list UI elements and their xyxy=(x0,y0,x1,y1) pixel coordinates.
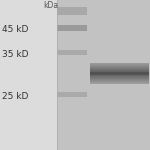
FancyBboxPatch shape xyxy=(90,77,148,78)
FancyBboxPatch shape xyxy=(90,70,148,71)
FancyBboxPatch shape xyxy=(57,92,87,98)
FancyBboxPatch shape xyxy=(57,50,87,55)
Text: 35 kD: 35 kD xyxy=(2,50,28,59)
FancyBboxPatch shape xyxy=(57,0,150,150)
FancyBboxPatch shape xyxy=(57,7,87,15)
FancyBboxPatch shape xyxy=(90,69,148,70)
FancyBboxPatch shape xyxy=(90,71,148,72)
Text: kDa: kDa xyxy=(44,1,59,10)
FancyBboxPatch shape xyxy=(90,82,148,83)
FancyBboxPatch shape xyxy=(90,72,148,73)
FancyBboxPatch shape xyxy=(90,80,148,81)
FancyBboxPatch shape xyxy=(90,78,148,79)
FancyBboxPatch shape xyxy=(90,72,148,75)
FancyBboxPatch shape xyxy=(90,73,148,74)
FancyBboxPatch shape xyxy=(90,63,148,64)
FancyBboxPatch shape xyxy=(90,83,148,84)
FancyBboxPatch shape xyxy=(90,80,148,81)
FancyBboxPatch shape xyxy=(90,79,148,80)
FancyBboxPatch shape xyxy=(0,0,60,150)
Text: 45 kD: 45 kD xyxy=(2,26,28,34)
FancyBboxPatch shape xyxy=(90,76,148,77)
FancyBboxPatch shape xyxy=(90,74,148,75)
FancyBboxPatch shape xyxy=(90,64,148,65)
FancyBboxPatch shape xyxy=(90,81,148,82)
FancyBboxPatch shape xyxy=(90,82,148,83)
FancyBboxPatch shape xyxy=(90,68,148,69)
FancyBboxPatch shape xyxy=(90,78,148,79)
FancyBboxPatch shape xyxy=(90,67,148,68)
FancyBboxPatch shape xyxy=(90,74,148,75)
FancyBboxPatch shape xyxy=(90,77,148,78)
FancyBboxPatch shape xyxy=(90,79,148,80)
FancyBboxPatch shape xyxy=(57,25,87,31)
FancyBboxPatch shape xyxy=(90,73,148,74)
FancyBboxPatch shape xyxy=(90,71,148,72)
FancyBboxPatch shape xyxy=(90,66,148,67)
FancyBboxPatch shape xyxy=(90,65,148,66)
Text: 25 kD: 25 kD xyxy=(2,92,28,101)
FancyBboxPatch shape xyxy=(90,81,148,82)
FancyBboxPatch shape xyxy=(90,75,148,76)
FancyBboxPatch shape xyxy=(90,75,148,76)
